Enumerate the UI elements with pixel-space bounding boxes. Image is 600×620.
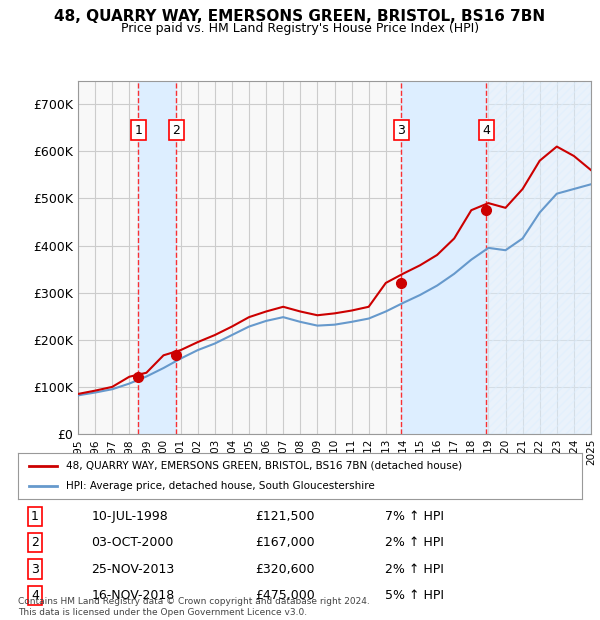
Bar <box>401 81 487 434</box>
Text: 2% ↑ HPI: 2% ↑ HPI <box>385 562 443 575</box>
Text: 3: 3 <box>31 562 39 575</box>
Text: £167,000: £167,000 <box>255 536 314 549</box>
Text: 2% ↑ HPI: 2% ↑ HPI <box>385 536 443 549</box>
Text: 4: 4 <box>482 123 490 136</box>
Text: 1: 1 <box>134 123 142 136</box>
Text: 16-NOV-2018: 16-NOV-2018 <box>91 589 175 602</box>
Bar <box>487 81 591 434</box>
Text: Price paid vs. HM Land Registry's House Price Index (HPI): Price paid vs. HM Land Registry's House … <box>121 22 479 35</box>
Text: 7% ↑ HPI: 7% ↑ HPI <box>385 510 443 523</box>
Text: Contains HM Land Registry data © Crown copyright and database right 2024.
This d: Contains HM Land Registry data © Crown c… <box>18 598 370 617</box>
Text: 10-JUL-1998: 10-JUL-1998 <box>91 510 168 523</box>
Text: £475,000: £475,000 <box>255 589 314 602</box>
Text: 3: 3 <box>397 123 405 136</box>
Text: 2: 2 <box>172 123 180 136</box>
Text: 03-OCT-2000: 03-OCT-2000 <box>91 536 173 549</box>
Text: 4: 4 <box>31 589 39 602</box>
Text: 48, QUARRY WAY, EMERSONS GREEN, BRISTOL, BS16 7BN: 48, QUARRY WAY, EMERSONS GREEN, BRISTOL,… <box>55 9 545 24</box>
Text: 25-NOV-2013: 25-NOV-2013 <box>91 562 175 575</box>
Bar <box>139 81 176 434</box>
Text: 2: 2 <box>31 536 39 549</box>
Text: 1: 1 <box>31 510 39 523</box>
Text: HPI: Average price, detached house, South Gloucestershire: HPI: Average price, detached house, Sout… <box>66 481 374 491</box>
Text: £320,600: £320,600 <box>255 562 314 575</box>
Text: 5% ↑ HPI: 5% ↑ HPI <box>385 589 443 602</box>
Text: 48, QUARRY WAY, EMERSONS GREEN, BRISTOL, BS16 7BN (detached house): 48, QUARRY WAY, EMERSONS GREEN, BRISTOL,… <box>66 461 462 471</box>
Text: £121,500: £121,500 <box>255 510 314 523</box>
